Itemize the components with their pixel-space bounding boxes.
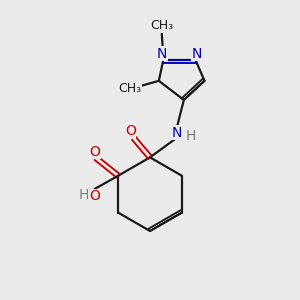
Text: N: N [157, 47, 167, 61]
Text: N: N [171, 126, 182, 140]
Text: O: O [125, 124, 136, 138]
Text: O: O [90, 189, 101, 203]
Text: CH₃: CH₃ [118, 82, 142, 95]
Text: H: H [185, 129, 196, 143]
Text: H: H [78, 188, 88, 203]
Text: N: N [192, 47, 202, 61]
Text: CH₃: CH₃ [150, 19, 173, 32]
Text: O: O [89, 145, 100, 159]
